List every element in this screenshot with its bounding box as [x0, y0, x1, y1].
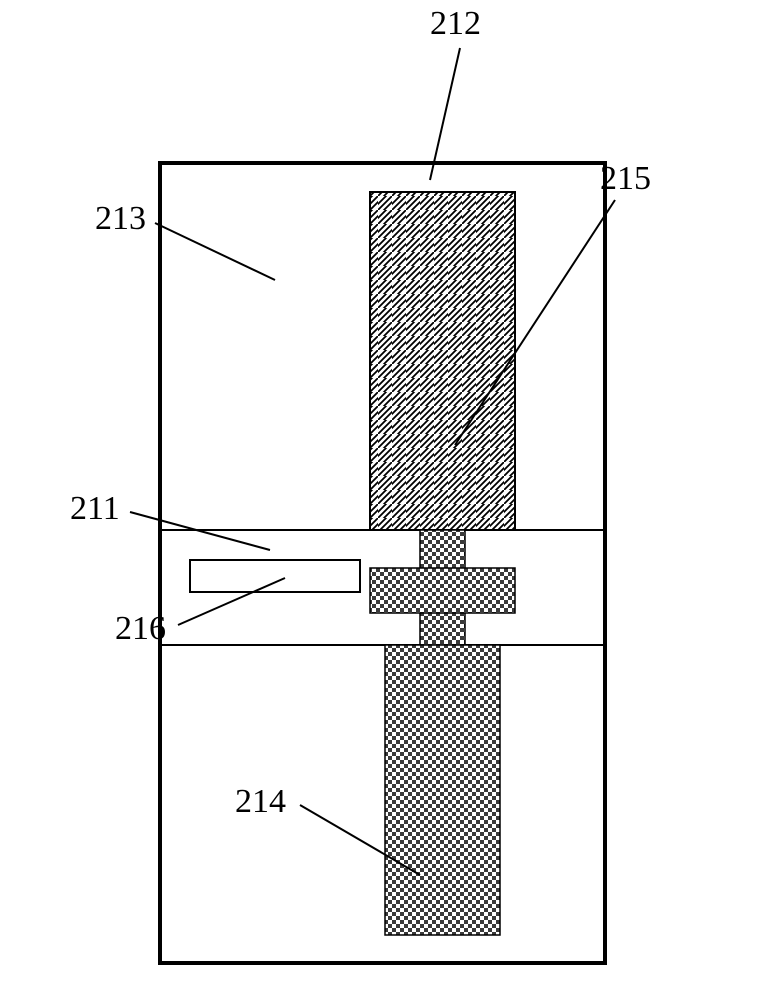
- leader-212: [430, 48, 460, 180]
- label-213: 213: [95, 200, 146, 238]
- label-215: 215: [600, 160, 651, 198]
- label-212: 212: [430, 5, 481, 43]
- slot-216: [190, 560, 360, 592]
- hatched-block: [370, 192, 515, 530]
- crosshatch-flange: [370, 568, 515, 613]
- leader-213: [155, 223, 275, 280]
- label-214: 214: [235, 783, 286, 821]
- crosshatch-body: [385, 645, 500, 935]
- label-211: 211: [70, 490, 120, 528]
- label-216: 216: [115, 610, 166, 648]
